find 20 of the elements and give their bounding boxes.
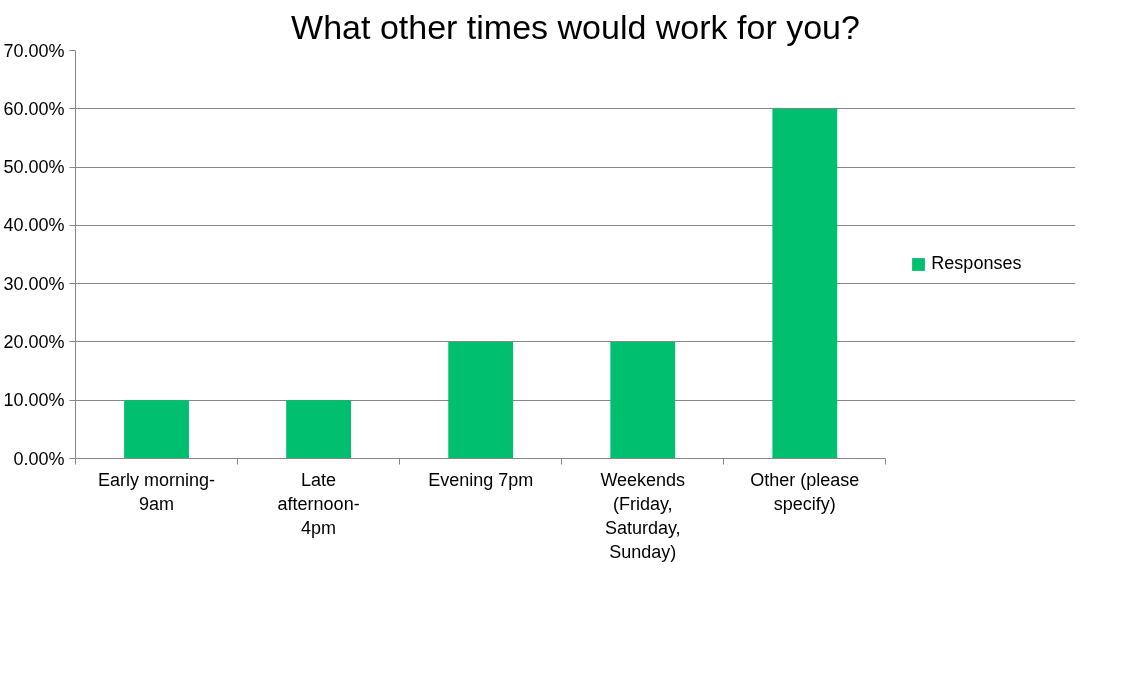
y-tick-label: 30.00%	[3, 273, 65, 294]
bar	[124, 400, 189, 459]
y-tick-label: 50.00%	[3, 157, 65, 178]
bar	[286, 400, 352, 459]
x-tick-label: Other (please specify)	[750, 469, 860, 514]
y-tick-label: 10.00%	[3, 390, 65, 411]
y-tick-label: 70.00%	[3, 40, 65, 61]
x-tick-label: Evening 7pm	[428, 469, 534, 490]
y-tick-label: 0.00%	[13, 448, 65, 469]
y-tick-label: 60.00%	[3, 98, 65, 119]
y-tick-label: 20.00%	[3, 331, 65, 352]
bar	[772, 108, 838, 459]
chart-title: What other times would work for you?	[291, 7, 860, 46]
y-tick-label: 40.00%	[3, 215, 65, 236]
x-tick-label: Early morning- 9am	[98, 469, 216, 514]
bar	[610, 341, 676, 459]
bar	[448, 341, 514, 459]
x-tick-label: Weekends (Friday, Saturday, Sunday)	[600, 469, 686, 562]
x-tick-label: Late afternoon- 4pm	[277, 469, 360, 538]
legend-label: Responses	[931, 253, 1022, 274]
